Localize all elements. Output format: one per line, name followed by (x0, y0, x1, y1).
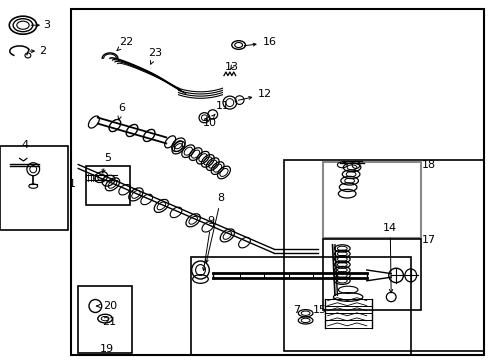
Text: 6: 6 (118, 103, 125, 120)
Text: 17: 17 (421, 235, 435, 245)
Text: 9: 9 (202, 216, 214, 270)
Text: 15: 15 (313, 305, 326, 315)
Text: 10: 10 (203, 118, 217, 128)
Text: 3: 3 (43, 20, 50, 30)
Text: 5: 5 (102, 153, 111, 173)
Text: 21: 21 (102, 317, 116, 327)
Bar (190, 257, 410, 355)
Text: 2: 2 (39, 46, 46, 56)
Text: 4: 4 (22, 140, 29, 150)
Text: 7: 7 (293, 305, 300, 315)
Text: 22: 22 (117, 37, 133, 50)
Bar (322, 162, 420, 238)
Bar (0, 146, 68, 230)
Bar (78, 286, 132, 353)
Text: 18: 18 (421, 159, 435, 170)
Text: 1: 1 (69, 179, 76, 189)
Text: 16: 16 (244, 37, 276, 48)
Text: 23: 23 (148, 48, 162, 64)
Text: 14: 14 (383, 222, 396, 293)
Text: 20: 20 (97, 301, 117, 311)
Bar (71, 9, 483, 355)
Bar (322, 239, 420, 310)
Text: 12: 12 (238, 89, 272, 100)
Text: 8: 8 (205, 193, 224, 263)
Text: 11: 11 (211, 101, 229, 118)
Bar (85, 166, 129, 205)
Bar (283, 160, 483, 351)
Text: 13: 13 (225, 62, 239, 72)
Text: 19: 19 (100, 344, 113, 354)
